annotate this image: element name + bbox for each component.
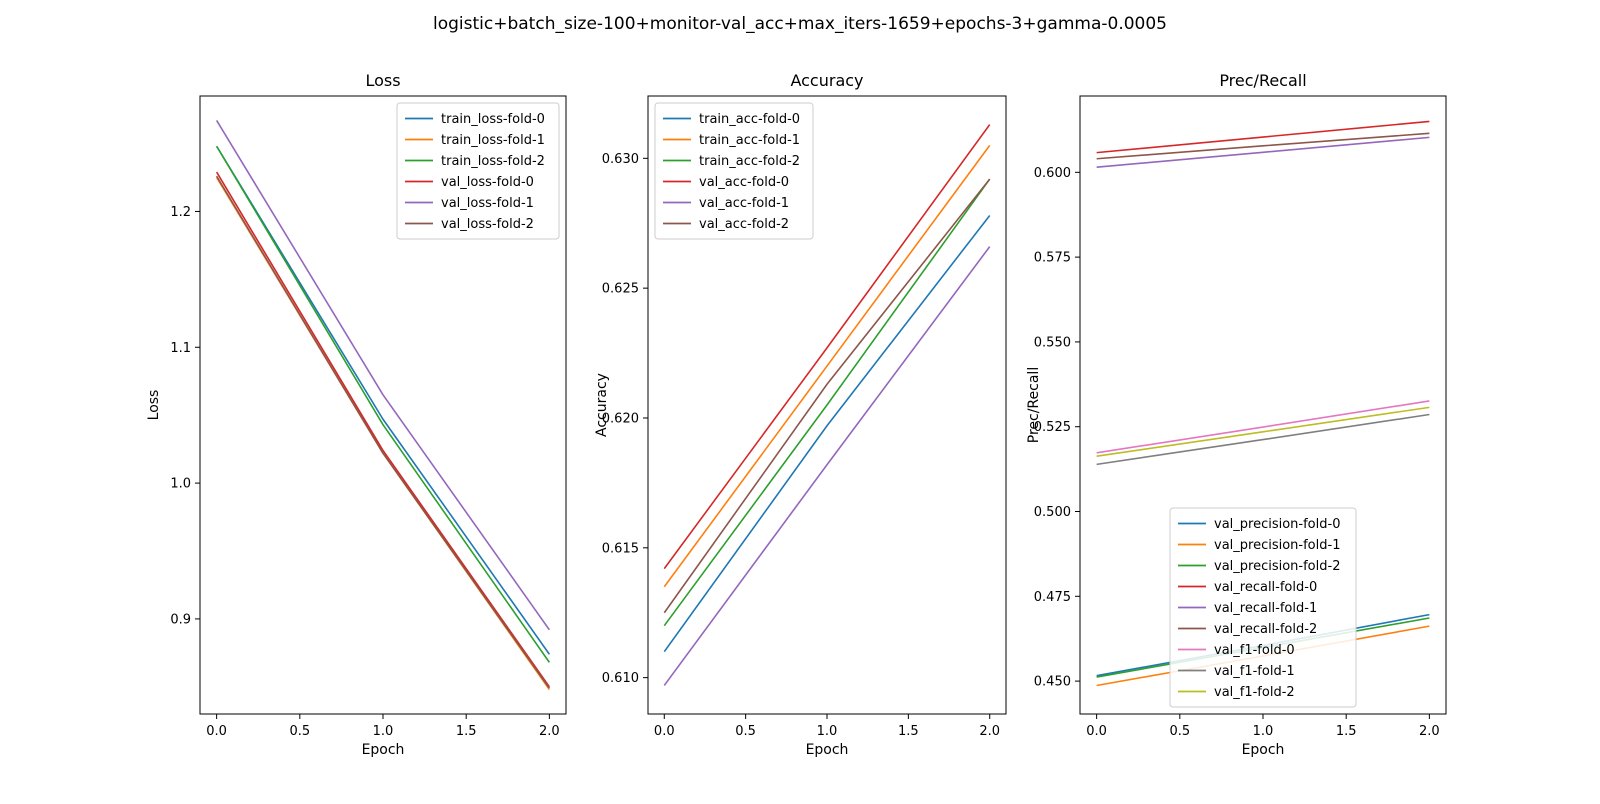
- legend: train_acc-fold-0 train_acc-fold-1 train_ac…: [654, 102, 814, 240]
- x-tick-label: 1.5: [1336, 724, 1357, 739]
- subplot-0: 0.0 0.5 1.0 1.5 2.0 0.9 1.0 1.1 1.2 Loss Epoch Loss…: [146, 71, 567, 758]
- y-tick-label: 1.0: [170, 477, 191, 492]
- x-tick-label: 0.0: [206, 724, 227, 739]
- y-axis-label: Loss: [146, 390, 162, 421]
- legend-entry: val_f1-fold-1: [1214, 664, 1295, 679]
- legend-entry: val_precision-fold-2: [1214, 559, 1340, 574]
- series-line-val_f1-fold-2: [1096, 406, 1430, 458]
- x-tick-label: 2.0: [979, 724, 1000, 739]
- subplot-title: Loss: [365, 71, 400, 90]
- series-line-val_acc-fold-1: [663, 246, 991, 686]
- x-tick-label: 0.5: [735, 724, 756, 739]
- x-tick-label: 1.0: [817, 724, 838, 739]
- y-tick-label: 0.615: [602, 541, 639, 556]
- legend-entry: val_loss-fold-1: [441, 196, 534, 211]
- legend-entry: train_loss-fold-0: [441, 112, 545, 127]
- legend: train_loss-fold-0 train_loss-fold-1 train_…: [396, 102, 560, 240]
- legend-entry: val_acc-fold-2: [699, 217, 789, 232]
- legend-entry: val_acc-fold-0: [699, 175, 789, 190]
- y-tick-label: 0.600: [1034, 166, 1071, 181]
- y-tick-label: 0.550: [1034, 335, 1071, 350]
- x-tick-label: 1.5: [898, 724, 919, 739]
- y-tick-label: 0.450: [1034, 675, 1071, 690]
- x-tick-label: 0.5: [289, 724, 310, 739]
- legend-box: [654, 102, 814, 240]
- x-tick-label: 2.0: [539, 724, 560, 739]
- y-tick-label: 0.620: [602, 411, 639, 426]
- legend-entry: val_precision-fold-1: [1214, 538, 1340, 553]
- legend-entry: train_loss-fold-1: [441, 133, 545, 148]
- x-tick-label: 0.0: [1086, 724, 1107, 739]
- series-line-val_loss-fold-2: [215, 175, 551, 689]
- y-tick-label: 0.575: [1034, 251, 1071, 266]
- legend-entry: val_precision-fold-0: [1214, 517, 1340, 532]
- y-axis-label: Accuracy: [594, 373, 610, 437]
- series-line-val_recall-fold-1: [1096, 136, 1430, 169]
- y-tick-label: 0.625: [602, 282, 639, 297]
- series-line-val_loss-fold-1: [215, 120, 551, 631]
- legend-entry: train_acc-fold-1: [699, 133, 800, 148]
- x-axis-label: Epoch: [806, 742, 849, 758]
- legend-box: [396, 102, 560, 240]
- series-line-train_acc-fold-0: [663, 214, 991, 653]
- legend-entry: train_loss-fold-2: [441, 154, 545, 169]
- legend-entry: train_acc-fold-2: [699, 154, 800, 169]
- y-tick-label: 0.9: [170, 612, 191, 627]
- x-tick-label: 0.0: [654, 724, 675, 739]
- x-tick-label: 2.0: [1419, 724, 1440, 739]
- x-axis-label: Epoch: [362, 742, 405, 758]
- y-tick-label: 1.1: [170, 341, 191, 356]
- x-tick-label: 1.5: [456, 724, 477, 739]
- legend-entry: val_recall-fold-0: [1214, 580, 1317, 595]
- legend-box: [1169, 507, 1357, 708]
- subplot-1: 0.0 0.5 1.0 1.5 2.0 0.610 0.615 0.620 0.625 0.630…: [594, 71, 1007, 758]
- subplot-2: 0.0 0.5 1.0 1.5 2.0 0.450 0.475 0.500 0.525 0.550…: [1026, 71, 1447, 758]
- legend-entry: val_recall-fold-1: [1214, 601, 1317, 616]
- x-tick-label: 1.0: [373, 724, 394, 739]
- series-line-train_loss-fold-0: [215, 145, 551, 655]
- y-tick-label: 0.525: [1034, 420, 1071, 435]
- y-tick-label: 0.475: [1034, 590, 1071, 605]
- y-tick-label: 0.500: [1034, 505, 1071, 520]
- series-line-train_acc-fold-1: [663, 144, 991, 588]
- x-tick-label: 0.5: [1169, 724, 1190, 739]
- y-axis-label: Prec/Recall: [1026, 367, 1042, 443]
- x-tick-label: 1.0: [1253, 724, 1274, 739]
- legend-entry: val_acc-fold-1: [699, 196, 789, 211]
- series-line-val_loss-fold-0: [215, 171, 551, 688]
- series-line-val_f1-fold-1: [1096, 413, 1430, 466]
- series-line-val_f1-fold-0: [1096, 400, 1430, 454]
- legend-entry: val_f1-fold-0: [1214, 643, 1295, 658]
- figure-title: logistic+batch_size-100+monitor-val_acc+…: [433, 14, 1167, 34]
- subplot-title: Accuracy: [790, 71, 863, 90]
- subplot-title: Prec/Recall: [1219, 71, 1306, 90]
- y-tick-label: 0.610: [602, 671, 639, 686]
- legend-entry: val_loss-fold-2: [441, 217, 534, 232]
- y-tick-label: 0.630: [602, 152, 639, 167]
- series-line-val_acc-fold-0: [663, 124, 991, 570]
- x-axis-label: Epoch: [1242, 742, 1285, 758]
- series-line-train_loss-fold-2: [215, 145, 551, 663]
- series-line-val_recall-fold-2: [1096, 132, 1430, 160]
- legend-entry: val_recall-fold-2: [1214, 622, 1317, 637]
- series-line-val_recall-fold-0: [1096, 120, 1430, 154]
- legend-entry: train_acc-fold-0: [699, 112, 800, 127]
- legend-entry: val_loss-fold-0: [441, 175, 534, 190]
- legend: val_precision-fold-0 val_precision-fold-1…: [1169, 507, 1357, 708]
- series-line-train_acc-fold-2: [663, 178, 991, 627]
- series-line-val_acc-fold-2: [663, 178, 991, 614]
- legend-entry: val_f1-fold-2: [1214, 685, 1295, 700]
- y-tick-label: 1.2: [170, 205, 191, 220]
